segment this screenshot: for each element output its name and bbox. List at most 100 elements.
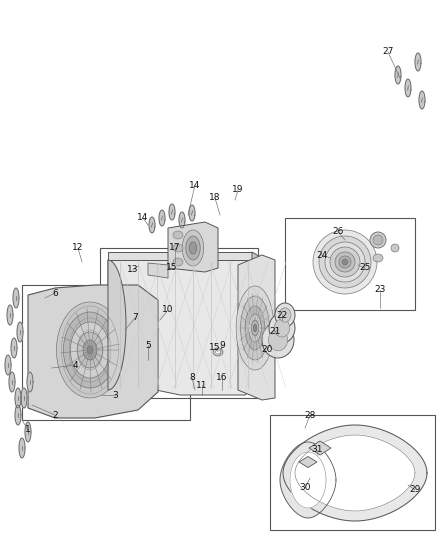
Text: 11: 11: [196, 381, 208, 390]
Text: 10: 10: [162, 305, 174, 314]
Polygon shape: [309, 441, 331, 455]
Polygon shape: [28, 285, 158, 418]
Ellipse shape: [215, 350, 220, 354]
Text: 27: 27: [382, 47, 394, 56]
Text: 23: 23: [374, 286, 386, 295]
Text: 25: 25: [359, 263, 371, 272]
Text: 18: 18: [209, 193, 221, 203]
Polygon shape: [108, 260, 252, 395]
Text: 17: 17: [169, 244, 181, 253]
Ellipse shape: [342, 259, 348, 265]
Ellipse shape: [370, 232, 386, 248]
Polygon shape: [179, 212, 185, 228]
Text: 9: 9: [219, 341, 225, 350]
Ellipse shape: [391, 244, 399, 252]
Text: 31: 31: [311, 446, 323, 455]
Ellipse shape: [335, 252, 355, 272]
Ellipse shape: [275, 303, 295, 327]
Text: 15: 15: [209, 343, 221, 352]
Ellipse shape: [268, 329, 288, 351]
Polygon shape: [11, 338, 17, 358]
Polygon shape: [252, 252, 262, 395]
Text: 22: 22: [276, 311, 288, 319]
Ellipse shape: [373, 254, 383, 262]
Polygon shape: [17, 322, 23, 342]
Polygon shape: [395, 66, 401, 84]
Text: 12: 12: [72, 244, 84, 253]
Text: 3: 3: [112, 391, 118, 400]
Text: 19: 19: [232, 185, 244, 195]
Ellipse shape: [71, 322, 110, 378]
Ellipse shape: [182, 230, 204, 266]
Text: 1: 1: [25, 425, 31, 434]
Ellipse shape: [253, 324, 257, 332]
Text: 24: 24: [316, 251, 328, 260]
Ellipse shape: [313, 230, 377, 294]
Ellipse shape: [249, 314, 261, 342]
Polygon shape: [108, 260, 126, 390]
Ellipse shape: [245, 306, 265, 350]
Polygon shape: [5, 355, 11, 375]
Polygon shape: [7, 305, 13, 325]
Ellipse shape: [57, 302, 124, 398]
Text: 16: 16: [216, 374, 228, 383]
Ellipse shape: [339, 256, 351, 268]
Polygon shape: [295, 435, 415, 511]
Text: 14: 14: [137, 214, 148, 222]
Polygon shape: [419, 91, 425, 109]
Ellipse shape: [173, 258, 183, 266]
Text: 26: 26: [332, 228, 344, 237]
Polygon shape: [149, 217, 155, 233]
Ellipse shape: [173, 231, 183, 239]
Polygon shape: [290, 452, 326, 508]
Ellipse shape: [373, 235, 383, 245]
Ellipse shape: [251, 320, 258, 336]
Polygon shape: [168, 222, 218, 272]
Text: 5: 5: [145, 341, 151, 350]
Text: 6: 6: [52, 288, 58, 297]
Polygon shape: [25, 422, 31, 442]
Text: 7: 7: [132, 313, 138, 322]
Ellipse shape: [319, 236, 371, 288]
Ellipse shape: [78, 332, 102, 368]
Polygon shape: [238, 255, 275, 400]
Polygon shape: [283, 425, 427, 521]
Polygon shape: [9, 372, 15, 392]
Text: 8: 8: [189, 374, 195, 383]
Polygon shape: [19, 438, 25, 458]
Text: 29: 29: [410, 486, 420, 495]
Ellipse shape: [83, 340, 97, 360]
Polygon shape: [280, 442, 336, 518]
Ellipse shape: [213, 348, 223, 356]
Polygon shape: [299, 456, 317, 467]
Polygon shape: [159, 210, 165, 226]
Polygon shape: [405, 79, 411, 97]
Ellipse shape: [262, 322, 294, 358]
Text: 13: 13: [127, 265, 139, 274]
Polygon shape: [169, 204, 175, 220]
Text: 30: 30: [299, 483, 311, 492]
Polygon shape: [15, 388, 21, 408]
Text: 28: 28: [304, 410, 316, 419]
Text: 4: 4: [72, 360, 78, 369]
Polygon shape: [27, 372, 33, 392]
Ellipse shape: [173, 244, 183, 252]
Ellipse shape: [189, 242, 197, 254]
Ellipse shape: [274, 319, 290, 337]
Text: 2: 2: [52, 410, 58, 419]
Polygon shape: [21, 388, 27, 408]
Ellipse shape: [330, 247, 360, 277]
Polygon shape: [415, 53, 421, 71]
Polygon shape: [15, 405, 21, 425]
Ellipse shape: [64, 312, 117, 388]
Text: 15: 15: [166, 263, 178, 272]
Ellipse shape: [279, 308, 291, 322]
Ellipse shape: [186, 236, 200, 260]
Ellipse shape: [325, 242, 365, 282]
Polygon shape: [108, 252, 252, 260]
Polygon shape: [148, 263, 168, 278]
Ellipse shape: [240, 296, 269, 360]
Ellipse shape: [87, 346, 93, 354]
Text: 20: 20: [261, 345, 273, 354]
Polygon shape: [189, 205, 195, 221]
